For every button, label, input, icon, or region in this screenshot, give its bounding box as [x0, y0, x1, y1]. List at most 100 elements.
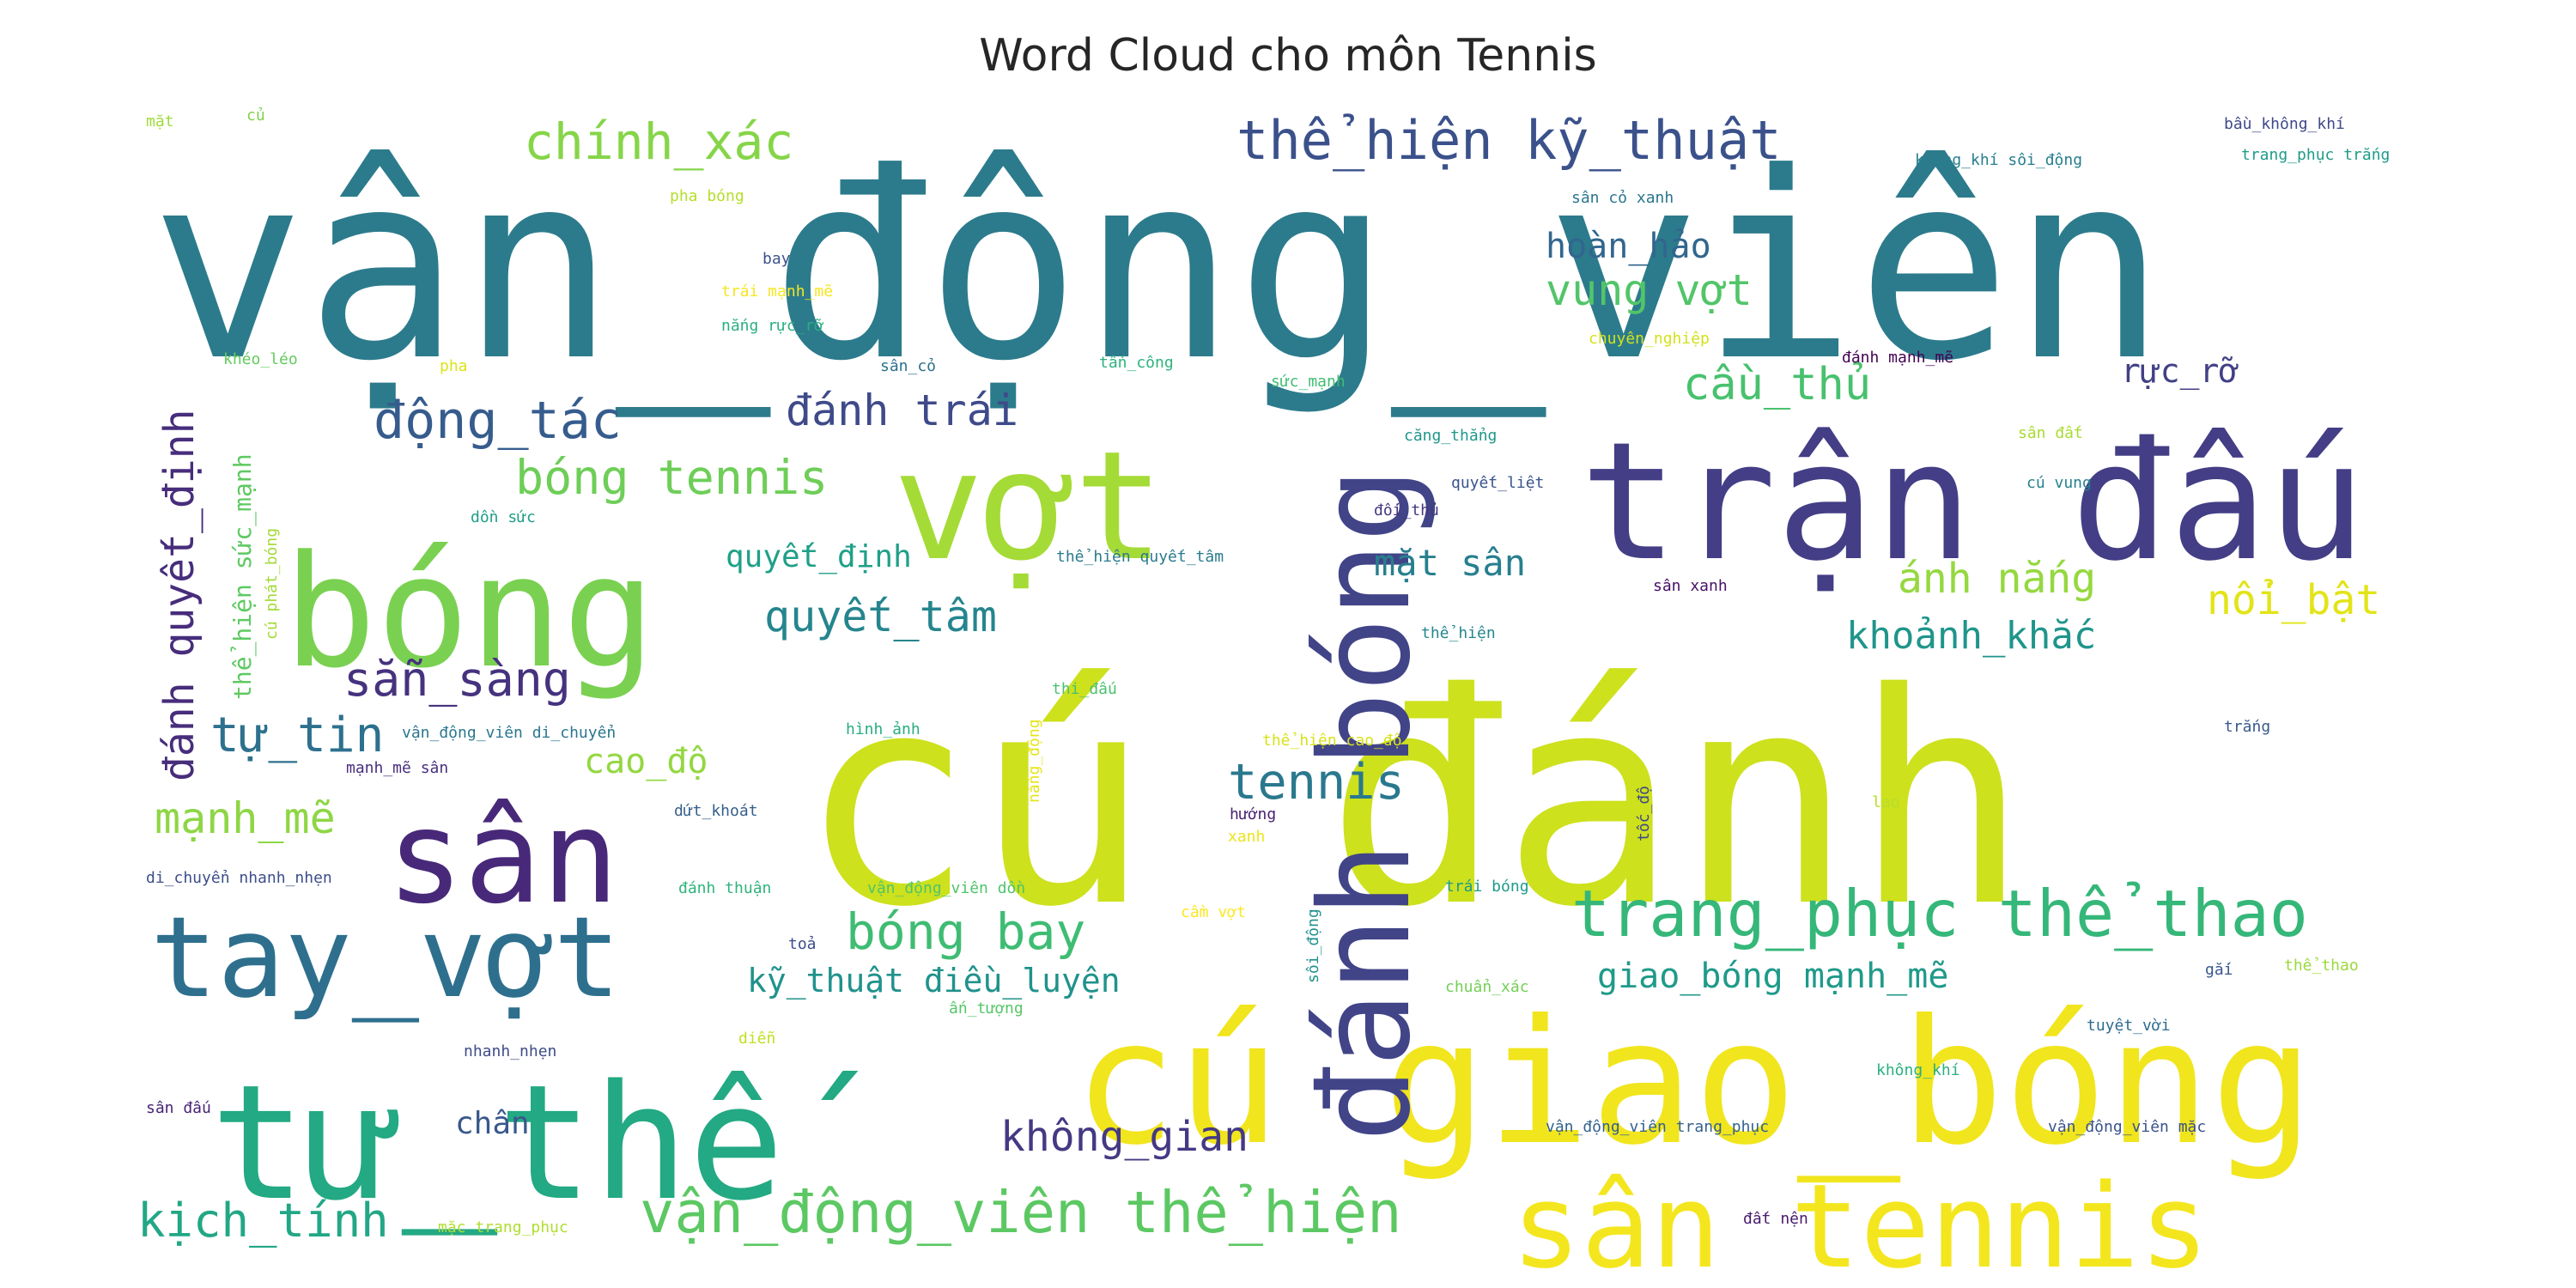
word-manh-me-san: mạnh_mẽ sân: [346, 759, 448, 777]
word-cu-phat-bong: cú phát_bóng: [263, 528, 281, 640]
word-dat-nen: đất nện: [1743, 1210, 1808, 1228]
word-mac-trang-phuc: mặc trang_phục: [438, 1218, 568, 1236]
word-the-hien-quyet-tam: thể_hiện quyết_tâm: [1056, 548, 1224, 566]
word-van-dong-vien-di-chuyen: vận_động_viên di_chuyển: [402, 724, 616, 742]
word-van-dong-vien-the-hien: vận_động_viên thể_hiện: [640, 1179, 1401, 1246]
word-trai-bong: trái bóng: [1445, 878, 1529, 896]
word-pha: pha: [440, 357, 468, 375]
word-tan-cong: tấn_công: [1099, 354, 1174, 372]
word-bong-tennis: bóng tennis: [515, 450, 828, 505]
word-the-thao: thể_thao: [2284, 957, 2359, 975]
word-suc-manh: sức_mạnh: [1271, 373, 1346, 391]
word-danh-trai: đánh trái: [786, 386, 1018, 435]
word-danh-quyet-dinh: đánh quyết_định: [155, 410, 204, 781]
word-san-co: sân_cỏ: [880, 357, 936, 375]
word-vung-vot: vung vợt: [1546, 265, 1753, 315]
word-chuan-xac: chuẩn_xác: [1445, 978, 1529, 996]
word-toc-do: tốc_độ: [1635, 786, 1653, 841]
word-soi-dong: sôi_động: [1304, 908, 1322, 983]
word-doi-thu: đối_thủ: [1374, 501, 1439, 519]
word-lao: lao: [1872, 793, 1900, 811]
word-cam-vot: cầm vợt: [1181, 903, 1246, 921]
word-bong-bay: bóng bay: [846, 902, 1085, 961]
word-tu-the: tư_thế: [210, 1050, 859, 1236]
word-quyet-liet: quyết_liệt: [1451, 474, 1544, 492]
word-danh-manh-me: đánh mạnh_mẽ: [1842, 349, 1953, 367]
word-trai-manh-me: trái mạnh_mẽ: [721, 283, 833, 301]
word-thi-dau: thi_đấu: [1052, 680, 1117, 698]
word-san-dau: sân đấu: [146, 1099, 211, 1117]
word-di-chuyen-nhanh-nhen: di_chuyển nhanh_nhẹn: [146, 869, 332, 887]
word-dong-tac: động_tác: [374, 391, 622, 451]
word-nang-dong: nắng_động: [1025, 719, 1043, 803]
word-san-xanh: sân xanh: [1653, 577, 1728, 595]
word-chinh-xac: chính_xác: [524, 112, 793, 171]
word-san-dat: sân đất: [2018, 424, 2083, 442]
word-trang-phuc-the-thao: trang_phục thể_thao: [1571, 876, 2308, 951]
word-tennis: tennis: [1228, 754, 1405, 811]
word-ruc-ro: rực_rỡ: [2121, 352, 2239, 391]
word-an-tuong: ấn_tượng: [949, 999, 1024, 1018]
words-layer: vận_động_viên cú đánh trận đấu bóng vợt cú gi…: [137, 106, 2390, 1288]
word-cu-giao-bong: cú giao_bóng: [1073, 983, 2314, 1183]
word-khong-khi: không_khí: [1876, 1061, 1960, 1079]
word-nhanh-nhen: nhanh_nhẹn: [464, 1042, 556, 1060]
word-quyet-dinh: quyết_định: [726, 539, 912, 574]
word-xanh: xanh: [1228, 828, 1265, 846]
word-cang-thang: căng_thẳng: [1404, 427, 1497, 445]
word-dut-khoat: dứt_khoát: [674, 802, 758, 820]
word-cao-do: cao_độ: [584, 742, 708, 781]
word-mat-san: mặt sân: [1374, 542, 1526, 584]
word-mat: mặt: [146, 112, 174, 131]
word-tuyet-voi: tuyệt_vời: [2087, 1017, 2171, 1035]
word-the-hien-cao-do: thể_hiện cao_độ: [1262, 732, 1402, 750]
word-san-tennis: sân tennis: [1511, 1159, 2209, 1288]
word-cau-thu: cầu_thủ: [1683, 359, 1871, 410]
word-kheo-leo: khéo_léo: [223, 350, 298, 368]
word-bong: bóng: [283, 523, 655, 702]
word-pha-bong: pha bóng: [670, 187, 744, 205]
word-ky-thuat-dieu-luyen: kỹ_thuật điều_luyện: [747, 962, 1121, 1000]
word-huong: hướng: [1230, 805, 1276, 823]
word-chuyen-nghiep: chuyên_nghiệp: [1589, 330, 1710, 348]
word-khoanh-khac: khoảnh_khắc: [1846, 614, 2096, 658]
word-trang: trắng: [2224, 718, 2270, 736]
word-tay-vot: tay_vợt: [150, 892, 621, 1023]
word-nang-ruc-ro: nắng rực_rỡ: [721, 317, 823, 335]
word-manh-me: mạnh_mẽ: [155, 793, 336, 843]
word-the-hien: thể_hiện: [1421, 624, 1496, 642]
word-bau-khong-khi: bầu_không_khí: [2224, 115, 2345, 133]
word-dien: diễn: [738, 1030, 775, 1048]
word-trang-phuc-trang: trang_phục trắng: [2241, 146, 2390, 164]
chart-title: Word Cloud cho môn Tennis: [979, 30, 1596, 82]
word-don-suc: dồn sức: [471, 508, 536, 526]
word-vot: vợt: [893, 420, 1164, 594]
word-van-dong-vien-trang-phuc: vận_động_viên trang_phục: [1546, 1118, 1769, 1136]
word-gai: gắi: [2205, 961, 2233, 979]
word-danh-thuan: đánh thuận: [678, 879, 771, 897]
word-san-sang: sẵn_sàng: [343, 652, 571, 707]
word-giao-bong-manh-me: giao_bóng mạnh_mẽ: [1597, 957, 1948, 996]
word-san-co-xanh: sân cỏ xanh: [1571, 189, 1674, 207]
word-quyet-tam: quyết_tâm: [764, 592, 997, 641]
word-khong-gian: không_gian: [1000, 1113, 1249, 1161]
word-van-dong-vien-mac: vận_động_viên mặc: [2048, 1118, 2206, 1136]
word-the-hien-ky-thuat: thể_hiện kỹ_thuật: [1236, 109, 1782, 172]
word-danh-bong: đánh bóng: [1293, 467, 1438, 1142]
word-van-dong-vien-don: vận_động_viên dồn: [867, 879, 1025, 897]
word-noi-bat: nổi_bật: [2207, 576, 2380, 624]
word-the-hien-suc-manh: thể_hiện sức_mạnh: [228, 453, 258, 700]
word-tu-tin: tự_tin: [210, 708, 384, 763]
word-kich-tinh: kịch_tính: [137, 1194, 389, 1248]
word-san: sân: [386, 783, 619, 933]
word-cu-danh: cú đánh: [799, 631, 2029, 971]
word-van-dong-vien: vận_động_viên: [150, 118, 2166, 421]
word-chan: chân: [455, 1106, 530, 1141]
word-cu: củ: [246, 106, 265, 125]
word-bay: bay: [762, 250, 791, 268]
word-khong-khi-soi-dong: không_khí sôi_động: [1915, 151, 2082, 169]
word-toa: toả: [788, 935, 817, 953]
word-hoan-hao: hoàn_hảo: [1546, 227, 1711, 266]
